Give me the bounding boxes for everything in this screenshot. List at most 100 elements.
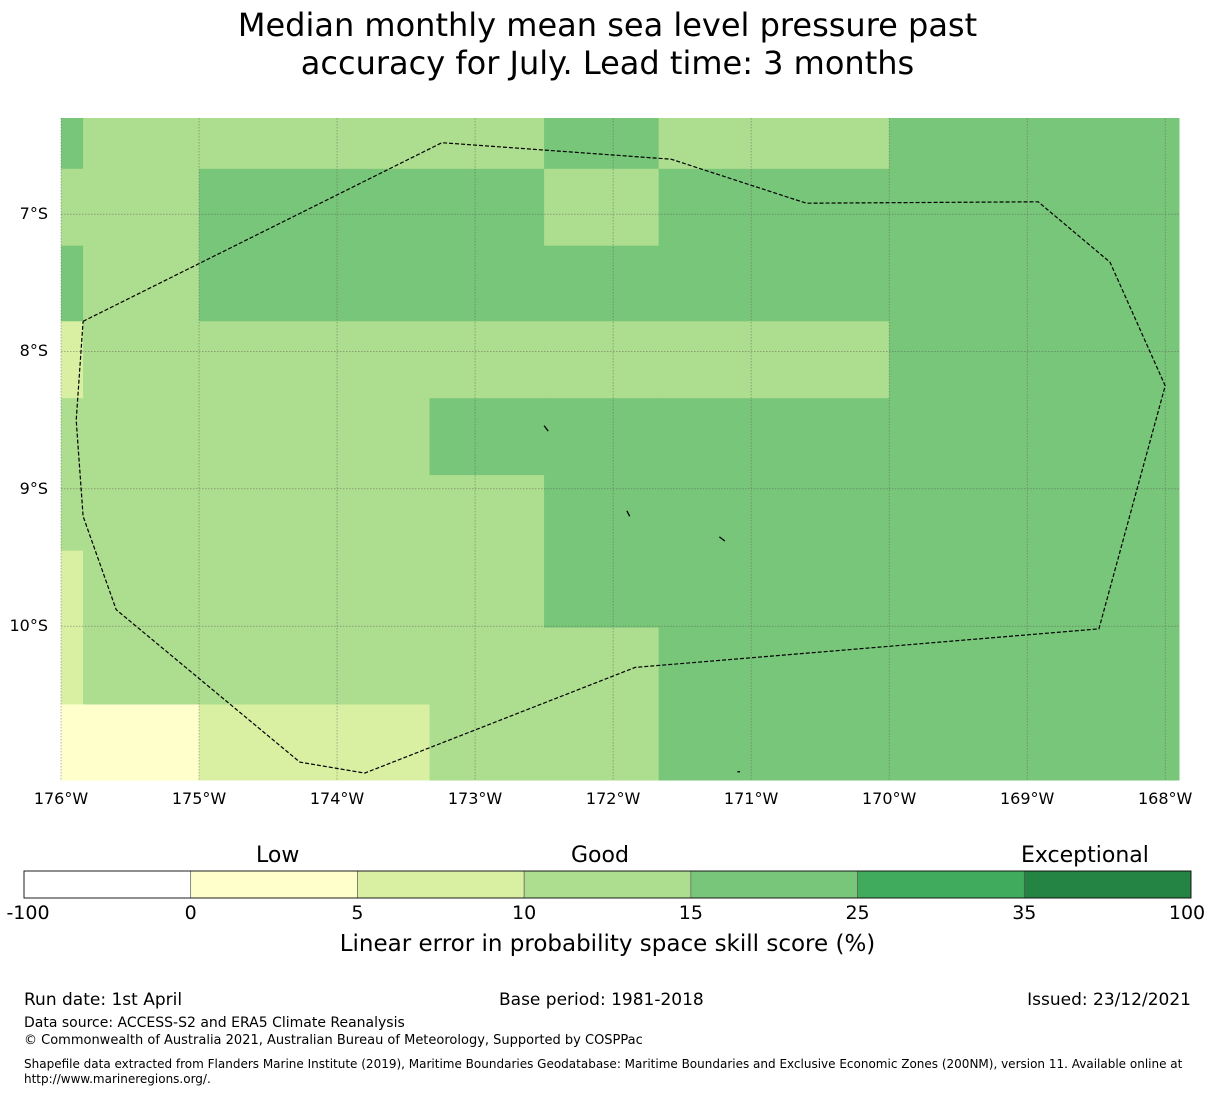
grid-cell (61, 321, 84, 399)
grid-cell (774, 550, 890, 629)
grid-cell (313, 118, 431, 170)
grid-cell (658, 398, 776, 476)
grid-cell (774, 398, 890, 476)
longitude-label: 170°W (861, 789, 917, 808)
eez-boundary (75, 142, 1166, 774)
grid-cell (544, 627, 660, 705)
eez-boundary-line (75, 142, 1166, 774)
category-low: Low (256, 843, 300, 868)
graticule (60, 118, 1179, 780)
latitude-label: 8°S (19, 341, 48, 361)
grid-cell (1003, 321, 1180, 399)
grid-cell (429, 627, 545, 705)
grid-cell (199, 550, 315, 629)
colorbar-tick-label: 15 (678, 902, 703, 924)
category-exceptional: Exceptional (1021, 843, 1149, 868)
grid-cell (889, 118, 1005, 170)
grid-cell (889, 627, 1005, 705)
grid-cell (313, 168, 431, 247)
longitude-label: 169°W (999, 789, 1055, 808)
colorbar-tick-label: 100 (1168, 902, 1206, 924)
grid-cell (83, 475, 200, 552)
grid-cell (83, 398, 200, 476)
grid-cell (83, 245, 200, 322)
copyright: © Commonwealth of Australia 2021, Austra… (24, 1033, 643, 1048)
grid-cell (889, 398, 1005, 476)
grid-cell (889, 321, 1005, 399)
islands (543, 425, 741, 773)
colorbar-segment (190, 870, 358, 899)
grid-cell (658, 168, 776, 247)
grid-cell (544, 704, 660, 781)
colorbar-segment (523, 870, 692, 899)
grid-cell (61, 398, 84, 476)
data-source: Data source: ACCESS-S2 and ERA5 Climate … (24, 1015, 405, 1031)
grid-cell (61, 627, 84, 705)
title-line-2: accuracy for July. Lead time: 3 months (300, 44, 915, 82)
grid-cell (889, 550, 1005, 629)
grid-cell (313, 398, 431, 476)
grid-cell (774, 704, 890, 781)
grid-cell (199, 475, 315, 552)
grid-cell (658, 627, 776, 705)
island (543, 425, 549, 432)
grid-cell (199, 627, 315, 705)
grid-cell (658, 118, 776, 170)
grid-cell (61, 475, 84, 552)
grid-cell (1003, 398, 1180, 476)
grid-cell (199, 118, 315, 170)
category-good: Good (571, 843, 629, 868)
grid-cell (313, 321, 431, 399)
grid-cell (544, 168, 660, 247)
colorbar-tick-label: 35 (1012, 902, 1037, 924)
grid-cell (83, 627, 200, 705)
grid-cell (199, 245, 315, 322)
grid-cell (199, 168, 315, 247)
colorbar-segment (857, 870, 1025, 899)
grid-cell (1003, 118, 1180, 170)
grid-cell (199, 398, 315, 476)
grid-cell (658, 245, 776, 322)
grid-cell (658, 475, 776, 552)
grid-cell (83, 118, 200, 170)
colorbar-segment (1023, 870, 1192, 899)
longitude-label: 172°W (585, 789, 641, 808)
grid-cell (774, 168, 890, 247)
grid-cell (1003, 704, 1180, 781)
grid-cell (313, 704, 431, 781)
grid-cell (658, 321, 776, 399)
grid-cell (889, 245, 1005, 322)
grid-cell (544, 321, 660, 399)
colorbar-segment (357, 870, 525, 899)
grid-cell (1003, 245, 1180, 322)
longitude-label: 168°W (1138, 789, 1193, 808)
grid-cell (61, 704, 84, 781)
grid-cell (83, 704, 200, 781)
longitude-label: 171°W (723, 789, 779, 808)
longitude-label: 173°W (447, 789, 503, 808)
grid-cell (429, 550, 545, 629)
grid-cell (61, 245, 84, 322)
grid-cell (313, 627, 431, 705)
grid-cell (544, 475, 660, 552)
grid-cell (1003, 627, 1180, 705)
grid-cell (889, 704, 1005, 781)
grid-cell (1003, 550, 1180, 629)
title-line-1: Median monthly mean sea level pressure p… (237, 6, 978, 44)
grid-cell (429, 168, 545, 247)
grid-cell (774, 245, 890, 322)
grid-cell (83, 168, 200, 247)
colorbar-segment (690, 870, 858, 899)
run-date: Run date: 1st April (24, 990, 183, 1010)
grid-cell (83, 550, 200, 629)
grid-cell (429, 245, 545, 322)
grid-cell (774, 475, 890, 552)
grid-cell (429, 475, 545, 552)
colorbar-tick-label: 25 (845, 902, 870, 924)
grid-cell (774, 118, 890, 170)
grid-cell (658, 704, 776, 781)
colorbar-tick-label: 5 (351, 902, 364, 924)
grid-cell (83, 321, 200, 399)
grid-cell (313, 245, 431, 322)
grid-cell (544, 245, 660, 322)
